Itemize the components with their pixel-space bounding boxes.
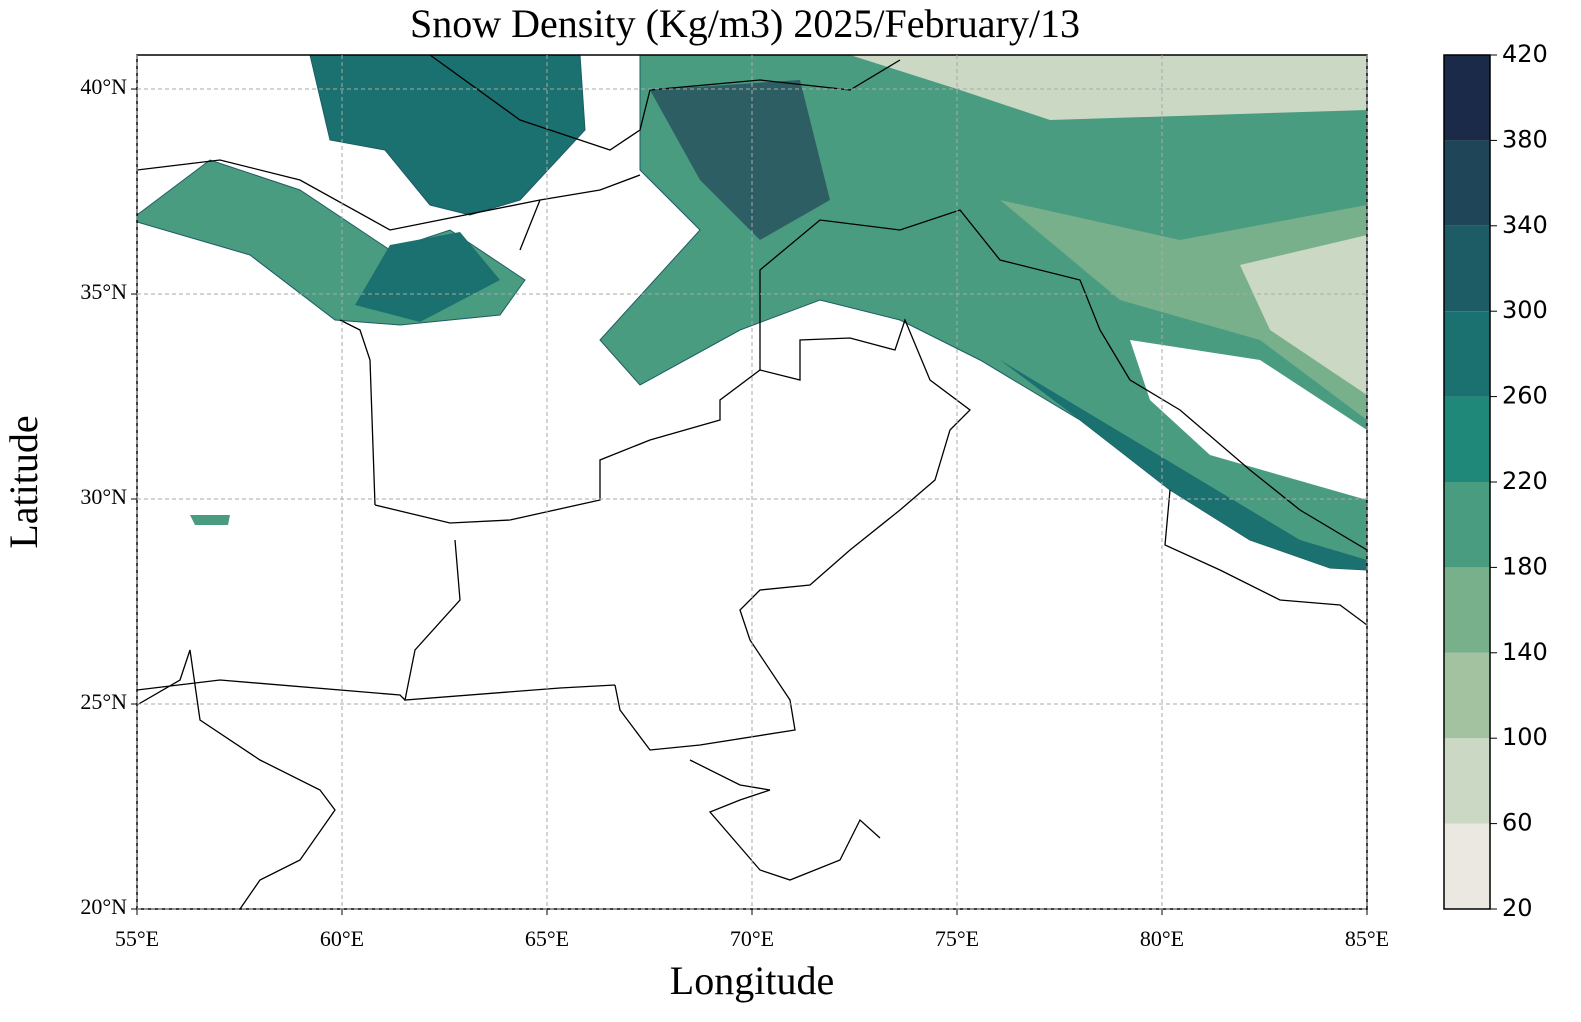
map-title: Snow Density (Kg/m3) 2025/February/13	[410, 1, 1080, 46]
colorbar-tick-label: 140	[1502, 638, 1548, 666]
x-tick-label: 75°E	[935, 926, 979, 951]
country-border	[339, 319, 616, 701]
colorbar-tick-label: 60	[1502, 809, 1533, 837]
colorbar-band	[1444, 738, 1490, 824]
snow-area	[850, 55, 1367, 120]
x-tick-label: 80°E	[1140, 926, 1184, 951]
x-tick-label: 85°E	[1345, 926, 1389, 951]
snow-area	[309, 55, 586, 216]
x-axis-label: Longitude	[670, 958, 834, 1003]
x-tick-label: 65°E	[525, 926, 569, 951]
y-tick-label: 35°N	[80, 279, 127, 304]
colorbar-tick-label: 260	[1502, 382, 1548, 410]
colorbar-tick-label: 340	[1502, 211, 1548, 239]
country-border	[374, 318, 971, 751]
coastline	[137, 649, 881, 909]
snow-area	[1240, 235, 1367, 395]
y-axis-label: Latitude	[1, 415, 46, 548]
colorbar-band	[1444, 482, 1490, 568]
borders	[137, 55, 1367, 909]
country-border	[137, 55, 1367, 626]
colorbar-tick-label: 300	[1502, 296, 1548, 324]
colorbar-tick-label: 420	[1502, 40, 1548, 68]
snow-area	[190, 515, 230, 525]
colorbar-tick-label: 220	[1502, 467, 1548, 495]
snow-area	[650, 80, 830, 240]
colorbar-band	[1444, 396, 1490, 482]
y-tick-label: 25°N	[80, 689, 127, 714]
snow-area	[355, 232, 500, 322]
colorbar-tick-label: 100	[1502, 723, 1548, 751]
colorbar-band	[1444, 823, 1490, 909]
colorbar-tick-label: 20	[1502, 894, 1533, 922]
snow-gap	[1130, 340, 1367, 500]
x-tick-label: 55°E	[115, 926, 159, 951]
snow-field	[137, 55, 1367, 571]
x-tick-label: 70°E	[730, 926, 774, 951]
y-tick-label: 40°N	[80, 74, 127, 99]
colorbar-tick-label: 380	[1502, 125, 1548, 153]
colorbar-band	[1444, 225, 1490, 312]
snow-area	[1000, 200, 1367, 420]
colorbar-band	[1444, 567, 1490, 653]
colorbar-band	[1444, 652, 1490, 739]
colorbar-band	[1444, 311, 1490, 397]
colorbar-band	[1444, 140, 1490, 226]
colorbar-tick-label: 180	[1502, 552, 1548, 580]
colorbar-band	[1444, 55, 1490, 141]
x-tick-label: 60°E	[320, 926, 364, 951]
y-tick-label: 30°N	[80, 484, 127, 509]
y-tick-label: 20°N	[80, 894, 127, 919]
